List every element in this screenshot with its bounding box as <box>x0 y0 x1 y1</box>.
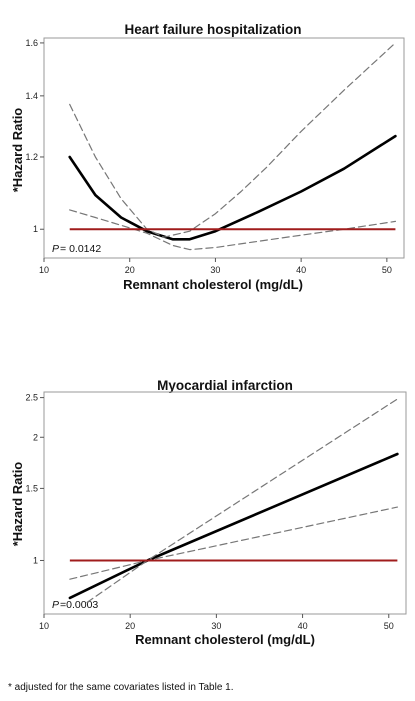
x-tick-label: 50 <box>384 621 394 631</box>
chart-title: Myocardial infarction <box>157 378 293 393</box>
confidence-bound-line <box>69 42 396 238</box>
x-tick-label: 20 <box>125 265 135 275</box>
x-tick-label: 40 <box>296 265 306 275</box>
x-tick-label: 40 <box>298 621 308 631</box>
y-axis-label: *Hazard Ratio <box>10 462 25 547</box>
x-tick-label: 20 <box>125 621 135 631</box>
confidence-bound-line <box>69 506 398 580</box>
hazard-ratio-line <box>68 452 399 600</box>
y-tick-label: 1.5 <box>25 483 38 493</box>
p-value-text: =0.0003 <box>60 599 98 611</box>
y-tick-label: 2.5 <box>25 393 38 403</box>
y-axis-label: *Hazard Ratio <box>10 108 25 193</box>
confidence-bound-line <box>86 398 398 603</box>
x-axis-label: Remnant cholesterol (mg/dL) <box>123 277 303 292</box>
p-value-prefix: P <box>52 599 59 611</box>
footnote: * adjusted for the same covariates liste… <box>8 682 234 693</box>
plot-frame <box>43 37 405 259</box>
y-tick-label: 1 <box>33 224 38 234</box>
x-tick-label: 10 <box>39 621 49 631</box>
x-tick-label: 30 <box>210 265 220 275</box>
x-tick-label: 10 <box>39 265 49 275</box>
y-tick-label: 1.2 <box>25 152 38 162</box>
y-tick-label: 1.6 <box>25 38 38 48</box>
y-tick-label: 1.4 <box>25 91 38 101</box>
p-value-text: = 0.0142 <box>60 243 101 255</box>
p-value-label: P= 0.0142 <box>52 243 101 255</box>
x-tick-label: 50 <box>382 265 392 275</box>
chart-heart-failure: Heart failure hospitalization Remnant ch… <box>10 22 405 292</box>
plot-frame <box>43 391 407 615</box>
y-tick-label: 2 <box>33 432 38 442</box>
p-value-prefix: P <box>52 243 59 255</box>
hazard-ratio-line <box>68 134 397 241</box>
y-tick-label: 1 <box>33 555 38 565</box>
x-axis-label: Remnant cholesterol (mg/dL) <box>135 632 315 647</box>
chart-myocardial-infarction: Myocardial infarction Remnant cholestero… <box>10 378 407 647</box>
chart-title: Heart failure hospitalization <box>124 22 301 37</box>
x-tick-label: 30 <box>211 621 221 631</box>
p-value-label: P=0.0003 <box>52 599 98 611</box>
confidence-bound-line <box>69 209 396 251</box>
